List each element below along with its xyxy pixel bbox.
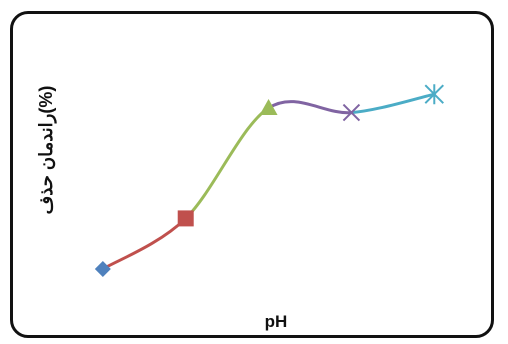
series-segments xyxy=(101,92,436,271)
series-markers xyxy=(94,84,444,277)
series-line-segment-3 xyxy=(267,100,353,115)
data-point-2 xyxy=(177,210,194,227)
series-line-segment-1 xyxy=(101,216,188,271)
y-axis-label: راندمان حذف(%) xyxy=(36,86,57,215)
data-point-5 xyxy=(424,84,444,105)
series-line-segment-4 xyxy=(349,92,436,115)
chart-frame xyxy=(10,11,494,338)
data-point-3 xyxy=(259,99,278,115)
series-line-segment-2 xyxy=(184,106,271,220)
data-point-1 xyxy=(94,261,111,277)
data-point-4 xyxy=(342,103,361,122)
x-axis-label: pH xyxy=(265,312,288,331)
